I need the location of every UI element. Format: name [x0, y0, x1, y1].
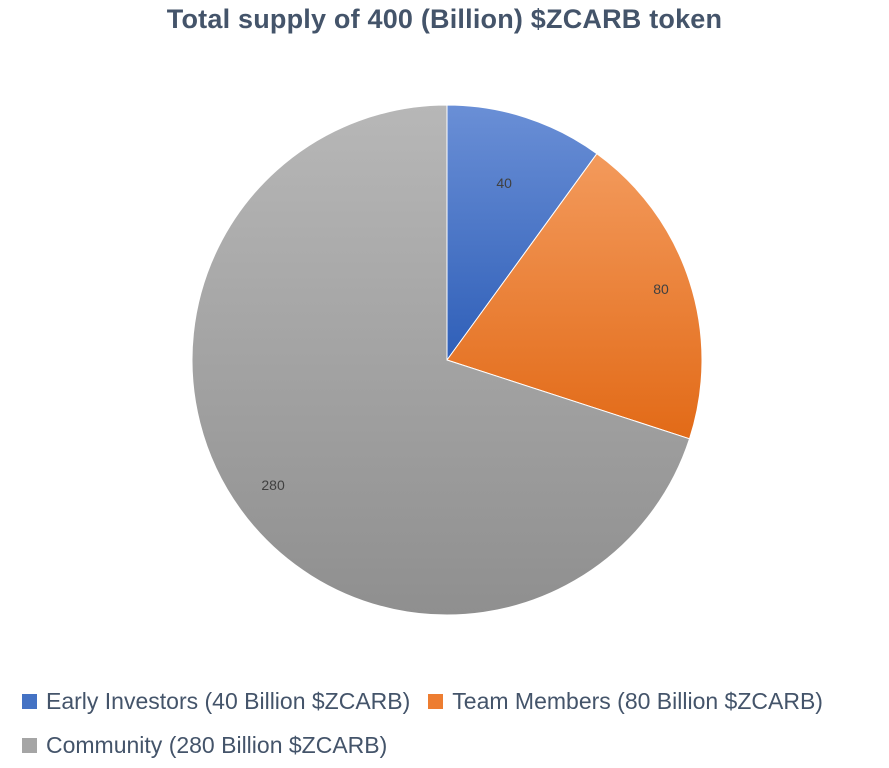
chart-title: Total supply of 400 (Billion) $ZCARB tok…	[166, 4, 723, 34]
pie-chart: 40 80 280	[191, 104, 703, 616]
legend-swatch-team-members	[428, 694, 444, 709]
data-label-team-members: 80	[653, 281, 669, 297]
pie-slice-community	[191, 104, 691, 616]
legend-row-2: Community (280 Billion $ZCARB)	[22, 732, 405, 759]
legend-label-early-investors: Early Investors (40 Billion $ZCARB)	[46, 688, 411, 714]
data-label-early-investors: 40	[496, 175, 512, 191]
legend-item-team-members: Team Members (80 Billion $ZCARB)	[428, 688, 823, 715]
legend-swatch-early-investors	[22, 694, 37, 709]
legend-label-team-members: Team Members (80 Billion $ZCARB)	[452, 688, 823, 714]
pie-slice-early-investors	[446, 104, 598, 362]
legend-row-1: Early Investors (40 Billion $ZCARB) Team…	[22, 688, 841, 715]
data-label-community: 280	[261, 477, 285, 493]
legend-item-community: Community (280 Billion $ZCARB)	[22, 732, 387, 759]
pie-slice-team-members	[446, 153, 703, 440]
legend-swatch-community	[22, 738, 37, 753]
legend-item-early-investors: Early Investors (40 Billion $ZCARB)	[22, 688, 410, 715]
legend-label-community: Community (280 Billion $ZCARB)	[46, 732, 388, 758]
